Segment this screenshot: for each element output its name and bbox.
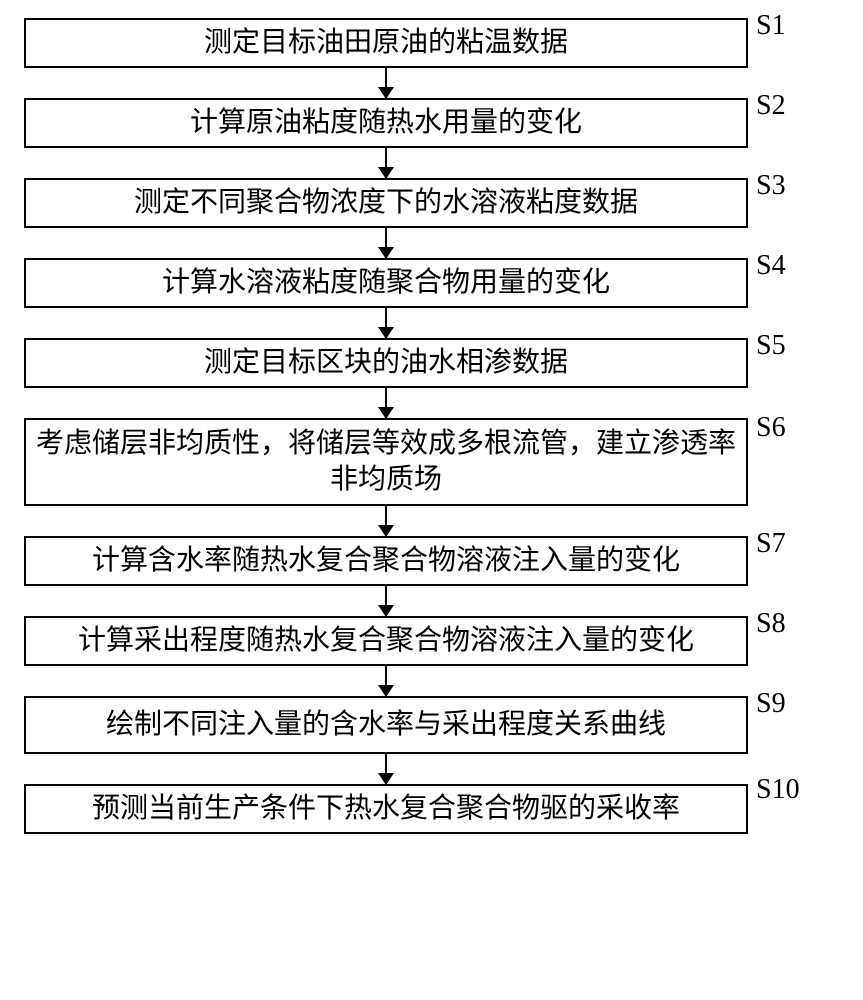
arrow-connector bbox=[24, 228, 748, 258]
step-id-label: S1 bbox=[756, 10, 786, 42]
step-box: 预测当前生产条件下热水复合聚合物驱的采收率 bbox=[24, 784, 748, 834]
step-id-label: S7 bbox=[756, 528, 786, 560]
step-id-label: S4 bbox=[756, 250, 786, 282]
step-row: 计算水溶液粘度随聚合物用量的变化S4 bbox=[24, 258, 844, 308]
step-box: 绘制不同注入量的含水率与采出程度关系曲线 bbox=[24, 696, 748, 754]
step-box: 测定目标油田原油的粘温数据 bbox=[24, 18, 748, 68]
step-box: 测定目标区块的油水相渗数据 bbox=[24, 338, 748, 388]
step-row: 计算采出程度随热水复合聚合物溶液注入量的变化S8 bbox=[24, 616, 844, 666]
step-row: 测定目标区块的油水相渗数据S5 bbox=[24, 338, 844, 388]
step-box: 计算原油粘度随热水用量的变化 bbox=[24, 98, 748, 148]
step-box: 计算采出程度随热水复合聚合物溶液注入量的变化 bbox=[24, 616, 748, 666]
step-row: 测定目标油田原油的粘温数据S1 bbox=[24, 18, 844, 68]
arrow-connector bbox=[24, 586, 748, 616]
step-box: 计算水溶液粘度随聚合物用量的变化 bbox=[24, 258, 748, 308]
arrow-connector bbox=[24, 388, 748, 418]
step-row: 预测当前生产条件下热水复合聚合物驱的采收率S10 bbox=[24, 784, 844, 834]
step-id-label: S2 bbox=[756, 90, 786, 122]
step-row: 考虑储层非均质性，将储层等效成多根流管，建立渗透率非均质场S6 bbox=[24, 418, 844, 506]
arrow-connector bbox=[24, 148, 748, 178]
arrow-line bbox=[385, 506, 387, 536]
step-id-label: S8 bbox=[756, 608, 786, 640]
arrow-line bbox=[385, 148, 387, 178]
step-row: 测定不同聚合物浓度下的水溶液粘度数据S3 bbox=[24, 178, 844, 228]
arrow-connector bbox=[24, 308, 748, 338]
step-id-label: S6 bbox=[756, 412, 786, 444]
step-row: 绘制不同注入量的含水率与采出程度关系曲线S9 bbox=[24, 696, 844, 754]
arrow-line bbox=[385, 228, 387, 258]
arrow-line bbox=[385, 68, 387, 98]
step-box: 考虑储层非均质性，将储层等效成多根流管，建立渗透率非均质场 bbox=[24, 418, 748, 506]
arrow-line bbox=[385, 388, 387, 418]
arrow-line bbox=[385, 586, 387, 616]
flowchart-container: 测定目标油田原油的粘温数据S1 计算原油粘度随热水用量的变化S2 测定不同聚合物浓度… bbox=[24, 18, 844, 834]
arrow-connector bbox=[24, 754, 748, 784]
step-row: 计算原油粘度随热水用量的变化S2 bbox=[24, 98, 844, 148]
arrow-connector bbox=[24, 68, 748, 98]
step-id-label: S5 bbox=[756, 330, 786, 362]
step-id-label: S3 bbox=[756, 170, 786, 202]
step-row: 计算含水率随热水复合聚合物溶液注入量的变化S7 bbox=[24, 536, 844, 586]
step-box: 计算含水率随热水复合聚合物溶液注入量的变化 bbox=[24, 536, 748, 586]
step-box: 测定不同聚合物浓度下的水溶液粘度数据 bbox=[24, 178, 748, 228]
arrow-line bbox=[385, 308, 387, 338]
arrow-line bbox=[385, 754, 387, 784]
arrow-line bbox=[385, 666, 387, 696]
step-id-label: S9 bbox=[756, 688, 786, 720]
arrow-connector bbox=[24, 666, 748, 696]
step-id-label: S10 bbox=[756, 774, 800, 806]
arrow-connector bbox=[24, 506, 748, 536]
